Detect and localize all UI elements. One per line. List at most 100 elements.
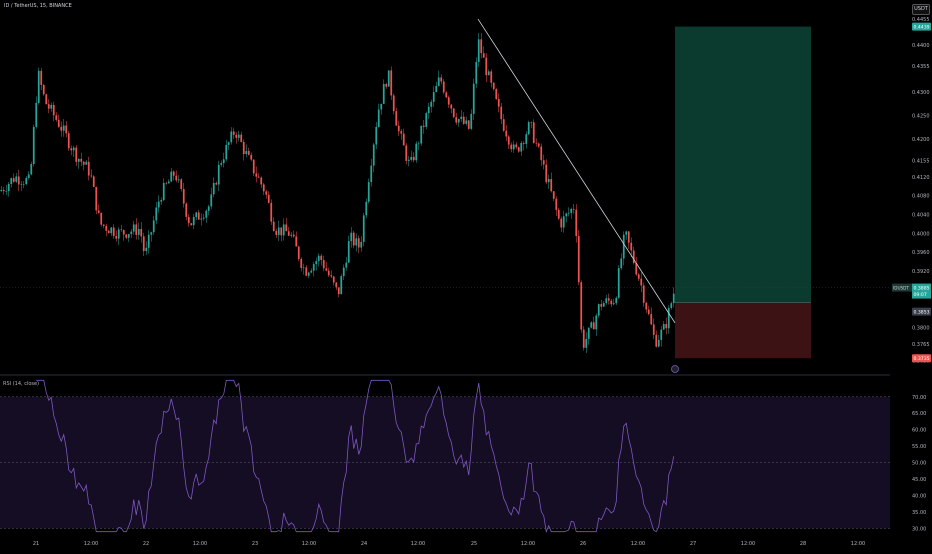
- candle-body: [107, 230, 110, 234]
- candle-body: [420, 125, 423, 144]
- candle-body: [265, 191, 268, 195]
- candle-body: [212, 182, 215, 195]
- candle-body: [395, 111, 398, 126]
- candle-body: [2, 189, 5, 192]
- candle-body: [382, 84, 385, 104]
- candle-body: [17, 176, 20, 185]
- candle-body: [610, 300, 613, 305]
- candle-body: [200, 218, 203, 220]
- candle-body: [535, 142, 538, 144]
- candle-body: [410, 156, 413, 160]
- candle-body: [372, 144, 375, 166]
- candle-body: [192, 217, 195, 226]
- candle-body: [470, 113, 473, 129]
- candle-body: [105, 225, 108, 231]
- stop-price-badge-text: 0.3735: [914, 356, 930, 362]
- candle-body: [72, 147, 75, 151]
- candle-body: [355, 238, 358, 246]
- candle-body: [560, 218, 563, 228]
- candle-body: [57, 119, 60, 127]
- candle-body: [467, 120, 470, 129]
- candle-body: [120, 229, 123, 231]
- x-tick-label: 12:00: [631, 541, 645, 547]
- candle-body: [597, 304, 600, 316]
- y-tick-label: 0.4040: [912, 213, 930, 219]
- candle-body: [515, 144, 518, 148]
- candle-body: [345, 262, 348, 268]
- candle-body: [602, 303, 605, 307]
- candle-body: [417, 143, 420, 145]
- currency-button[interactable]: USDT: [912, 4, 930, 15]
- candle-body: [335, 282, 338, 288]
- candle-body: [542, 160, 545, 165]
- y-tick-label: 0.4155: [912, 158, 930, 164]
- candle-body: [485, 57, 488, 76]
- candle-body: [565, 213, 568, 217]
- candle-body: [80, 158, 83, 162]
- candle-body: [460, 116, 463, 120]
- candle-body: [352, 232, 355, 246]
- candle-body: [137, 228, 140, 235]
- candle-body: [122, 230, 125, 235]
- candle-body: [135, 224, 138, 235]
- candle-body: [300, 258, 303, 268]
- symbol-header: ID / TetherUS, 15, BINANCE: [4, 3, 72, 9]
- candle-body: [452, 108, 455, 118]
- candle-body: [20, 184, 23, 185]
- candle-body: [502, 119, 505, 131]
- target-price-badge-text: 0.4439: [914, 24, 930, 30]
- x-tick-label: 21: [33, 541, 39, 547]
- x-tick-label: 23: [252, 541, 258, 547]
- y-tick-label: 0.4400: [912, 43, 930, 49]
- candle-body: [487, 71, 490, 76]
- candle-body: [325, 268, 328, 271]
- candle-body: [505, 130, 508, 137]
- candle-body: [607, 298, 610, 301]
- candle-body: [130, 231, 133, 235]
- rsi-tick-label: 50.00: [912, 461, 926, 467]
- trend-line: [477, 18, 676, 324]
- candle-body: [312, 264, 315, 271]
- candle-body: [252, 159, 255, 174]
- candle-body: [550, 179, 553, 192]
- x-tick-label: 26: [580, 541, 586, 547]
- candle-body: [552, 191, 555, 199]
- candle-body: [605, 298, 608, 304]
- candle-body: [630, 242, 633, 251]
- candle-body: [10, 178, 13, 185]
- candle-body: [577, 236, 580, 283]
- rsi-tick-label: 55.00: [912, 444, 926, 450]
- rsi-tick-label: 40.00: [912, 494, 926, 500]
- candle-body: [670, 303, 673, 309]
- candle-body: [177, 179, 180, 181]
- candle-body: [92, 176, 95, 187]
- candle-body: [587, 327, 590, 339]
- candle-body: [157, 201, 160, 208]
- candle-body: [160, 200, 163, 202]
- candle-body: [260, 177, 263, 185]
- candle-body: [255, 173, 258, 177]
- candle-body: [67, 133, 70, 149]
- target-price-badge: [912, 22, 931, 31]
- candle-body: [465, 120, 468, 124]
- candle-body: [55, 115, 58, 120]
- current-price-badge: [912, 283, 931, 299]
- candle-body: [62, 125, 65, 131]
- candle-body: [42, 84, 45, 95]
- rsi-tick-label: 70.00: [912, 395, 926, 401]
- candle-body: [317, 255, 320, 262]
- candle-body: [162, 182, 165, 201]
- candle-body: [117, 229, 120, 239]
- candle-body: [375, 126, 378, 145]
- candle-body: [365, 201, 368, 216]
- candle-body: [477, 39, 480, 62]
- candle-body: [612, 303, 615, 305]
- candle-body: [332, 276, 335, 283]
- candle-body: [590, 322, 593, 328]
- candle-body: [530, 122, 533, 123]
- candle-body: [145, 247, 148, 252]
- candle-body: [620, 258, 623, 269]
- candle-body: [442, 81, 445, 93]
